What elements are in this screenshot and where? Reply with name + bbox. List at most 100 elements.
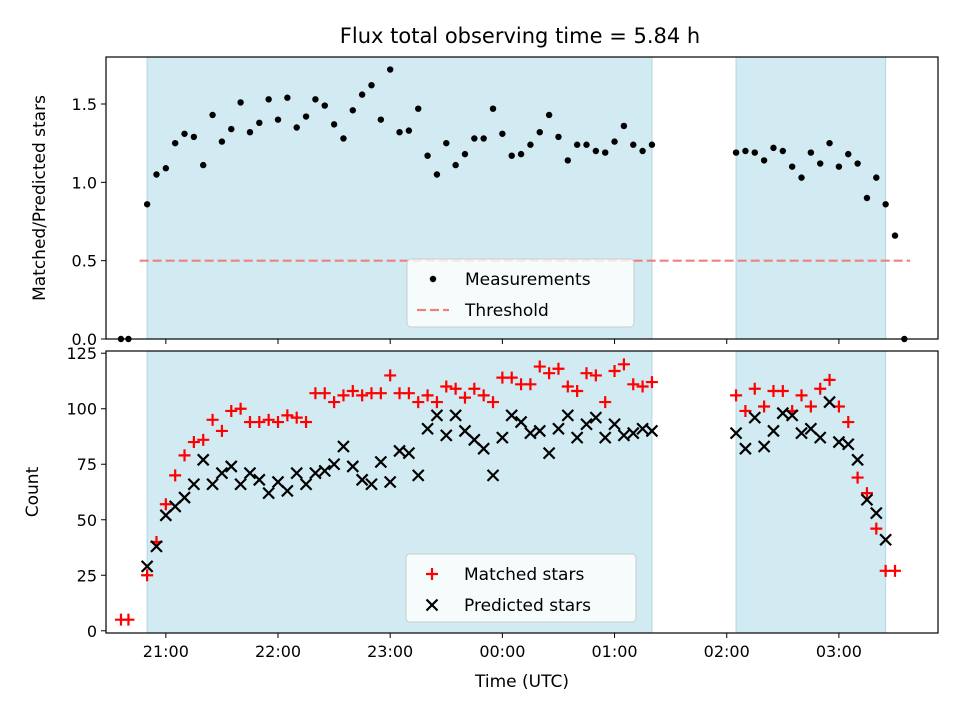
- count-predicted-stars-point: [589, 411, 603, 424]
- count-predicted-stars-point: [140, 560, 154, 573]
- count-predicted-stars-point: [533, 424, 547, 438]
- count-matched-stars-point: [159, 498, 172, 511]
- count-y-axis-label: Count: [23, 466, 43, 517]
- ratio-observing-window-2: [735, 56, 887, 340]
- count-ytick-label: 75: [77, 455, 97, 474]
- count-predicted-stars-point: [318, 464, 332, 478]
- bottom-panel: 0 25 50 75 100 125 21:00 22:00 23:00 00:00 01:00 02…: [23, 344, 939, 692]
- ratio-measurements-point: [863, 194, 871, 202]
- count-predicted-stars-point: [383, 475, 397, 489]
- count-xtick-label: 02:00: [704, 642, 750, 661]
- count-ytick-label: 50: [77, 511, 97, 530]
- ratio-measurements-point: [171, 139, 179, 147]
- count-matched-stars-point: [776, 384, 789, 397]
- count-predicted-stars-point: [234, 477, 247, 491]
- ratio-measurements-point: [835, 163, 843, 170]
- count-matched-stars-point: [645, 376, 658, 389]
- count-x-axis-label: Time (UTC): [474, 672, 569, 692]
- count-predicted-stars-point: [206, 477, 219, 491]
- count-predicted-stars-point: [477, 442, 490, 455]
- count-ytick-label: 125: [66, 344, 97, 363]
- count-matched-stars-point: [458, 391, 471, 404]
- count-predicted-stars-point: [281, 484, 294, 498]
- ratio-measurements-point: [826, 139, 833, 147]
- count-matched-stars-point: [122, 613, 135, 626]
- count-xtick-label: 00:00: [479, 642, 525, 661]
- ratio-measurements-point: [751, 149, 758, 156]
- count-matched-stars-point: [814, 382, 827, 395]
- count-xtick-label: 22:00: [255, 642, 301, 661]
- ratio-measurements-point: [779, 147, 787, 155]
- count-matched-stars-point: [346, 384, 359, 397]
- count-predicted-stars-point: [626, 426, 640, 440]
- count-matched-stars-point: [262, 413, 275, 426]
- count-matched-stars-point: [795, 389, 808, 402]
- ratio-measurements-point: [760, 157, 768, 164]
- count-predicted-stars-point: [879, 533, 892, 547]
- count-matched-stars-point: [225, 404, 238, 417]
- ratio-measurements-point: [630, 141, 637, 148]
- count-matched-stars-point: [178, 449, 191, 462]
- ratio-ytick-label: 1.5: [72, 95, 97, 114]
- count-predicted-stars-point: [374, 455, 388, 469]
- count-predicted-stars-point: [636, 422, 649, 435]
- count-matched-stars-point: [290, 411, 303, 424]
- ratio-measurements-point: [293, 124, 300, 131]
- top-panel: 0.0 0.5 1.0 1.5 Matched/Predicted stars Measu…: [30, 56, 939, 349]
- count-predicted-stars-point: [524, 426, 537, 440]
- count-legend: Matched stars Predicted stars: [405, 553, 637, 623]
- count-matched-stars-point: [449, 382, 462, 395]
- ratio-measurements-point: [340, 135, 347, 142]
- ratio-ytick-label: 0.0: [72, 330, 97, 349]
- ratio-measurements-point: [377, 116, 385, 123]
- count-matched-stars-point: [608, 364, 621, 377]
- count-legend-label: Matched stars: [464, 565, 584, 585]
- ratio-measurements-point: [143, 201, 151, 208]
- count-matched-stars-point: [561, 380, 574, 393]
- count-predicted-stars-point: [542, 446, 556, 460]
- ratio-measurements-point: [302, 113, 310, 120]
- ratio-measurements-point: [209, 111, 216, 119]
- count-matched-stars-point: [197, 433, 210, 446]
- ratio-measurements-point: [508, 152, 515, 159]
- ratio-legend-label: Measurements: [465, 270, 591, 290]
- count-matched-stars-point: [524, 378, 537, 391]
- count-matched-stars-point: [141, 569, 154, 582]
- ratio-y-axis-label: Matched/Predicted stars: [30, 95, 50, 301]
- count-predicted-stars-point: [196, 453, 210, 467]
- ratio-measurements-point: [648, 141, 656, 148]
- count-predicted-stars-point: [570, 431, 584, 444]
- count-predicted-stars-point: [757, 440, 771, 453]
- ratio-measurements-point: [471, 135, 478, 142]
- count-matched-stars-point: [374, 387, 387, 400]
- count-predicted-stars-point: [617, 429, 631, 442]
- count-matched-stars-point: [421, 389, 434, 402]
- count-predicted-stars-point: [514, 415, 528, 429]
- ratio-measurements-point: [564, 157, 572, 164]
- count-xtick-label: 23:00: [367, 642, 413, 661]
- count-legend-marker: [425, 598, 439, 612]
- count-predicted-stars-point: [552, 422, 565, 435]
- count-predicted-stars-point: [860, 493, 874, 507]
- ratio-measurements-point: [461, 150, 469, 158]
- ratio-measurements-point: [424, 152, 431, 159]
- count-predicted-stars-point: [224, 460, 238, 473]
- ratio-measurements-point: [499, 130, 506, 137]
- count-matched-stars-point: [356, 389, 369, 402]
- ratio-ytick-label: 1.0: [72, 173, 97, 192]
- count-predicted-stars-point: [430, 409, 444, 422]
- count-predicted-stars-point: [729, 426, 743, 440]
- ratio-measurements-point: [284, 94, 291, 101]
- count-matched-stars-point: [888, 564, 901, 577]
- count-predicted-stars-point: [505, 409, 518, 422]
- ratio-measurements-point: [592, 147, 600, 155]
- count-matched-stars-point: [328, 396, 341, 409]
- ratio-legend: Measurements Threshold: [406, 258, 635, 328]
- ratio-measurements-point: [545, 111, 553, 119]
- count-ytick-label: 0: [87, 622, 97, 641]
- count-matched-stars-point: [599, 396, 612, 409]
- count-legend-marker: [426, 568, 438, 580]
- count-matched-stars-point: [851, 471, 864, 484]
- ratio-measurements-point: [517, 150, 525, 158]
- count-predicted-stars-point: [215, 466, 229, 480]
